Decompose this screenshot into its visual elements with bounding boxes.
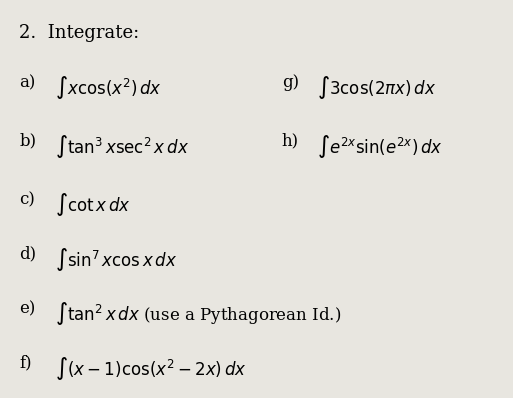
Text: 2.  Integrate:: 2. Integrate: bbox=[19, 23, 140, 42]
Text: $\int \sin^7 x\cos x\,dx$: $\int \sin^7 x\cos x\,dx$ bbox=[54, 246, 177, 273]
Text: $\int \tan^3 x\sec^2 x\,dx$: $\int \tan^3 x\sec^2 x\,dx$ bbox=[54, 133, 189, 160]
Text: $\int \tan^2 x\,dx$ (use a Pythagorean Id.): $\int \tan^2 x\,dx$ (use a Pythagorean I… bbox=[54, 300, 341, 327]
Text: d): d) bbox=[19, 246, 36, 263]
Text: f): f) bbox=[19, 355, 32, 372]
Text: e): e) bbox=[19, 300, 36, 317]
Text: $\int e^{2x}\sin(e^{2x})\,dx$: $\int e^{2x}\sin(e^{2x})\,dx$ bbox=[317, 133, 443, 160]
Text: g): g) bbox=[282, 74, 299, 91]
Text: $\int 3\cos(2\pi x)\,dx$: $\int 3\cos(2\pi x)\,dx$ bbox=[317, 74, 437, 101]
Text: $\int (x-1)\cos(x^2-2x)\,dx$: $\int (x-1)\cos(x^2-2x)\,dx$ bbox=[54, 355, 246, 382]
Text: b): b) bbox=[19, 133, 36, 150]
Text: $\int x\cos(x^2)\,dx$: $\int x\cos(x^2)\,dx$ bbox=[54, 74, 162, 101]
Text: $\int \cot x\,dx$: $\int \cot x\,dx$ bbox=[54, 191, 130, 218]
Text: a): a) bbox=[19, 74, 36, 91]
Text: h): h) bbox=[282, 133, 299, 150]
Text: c): c) bbox=[19, 191, 35, 208]
